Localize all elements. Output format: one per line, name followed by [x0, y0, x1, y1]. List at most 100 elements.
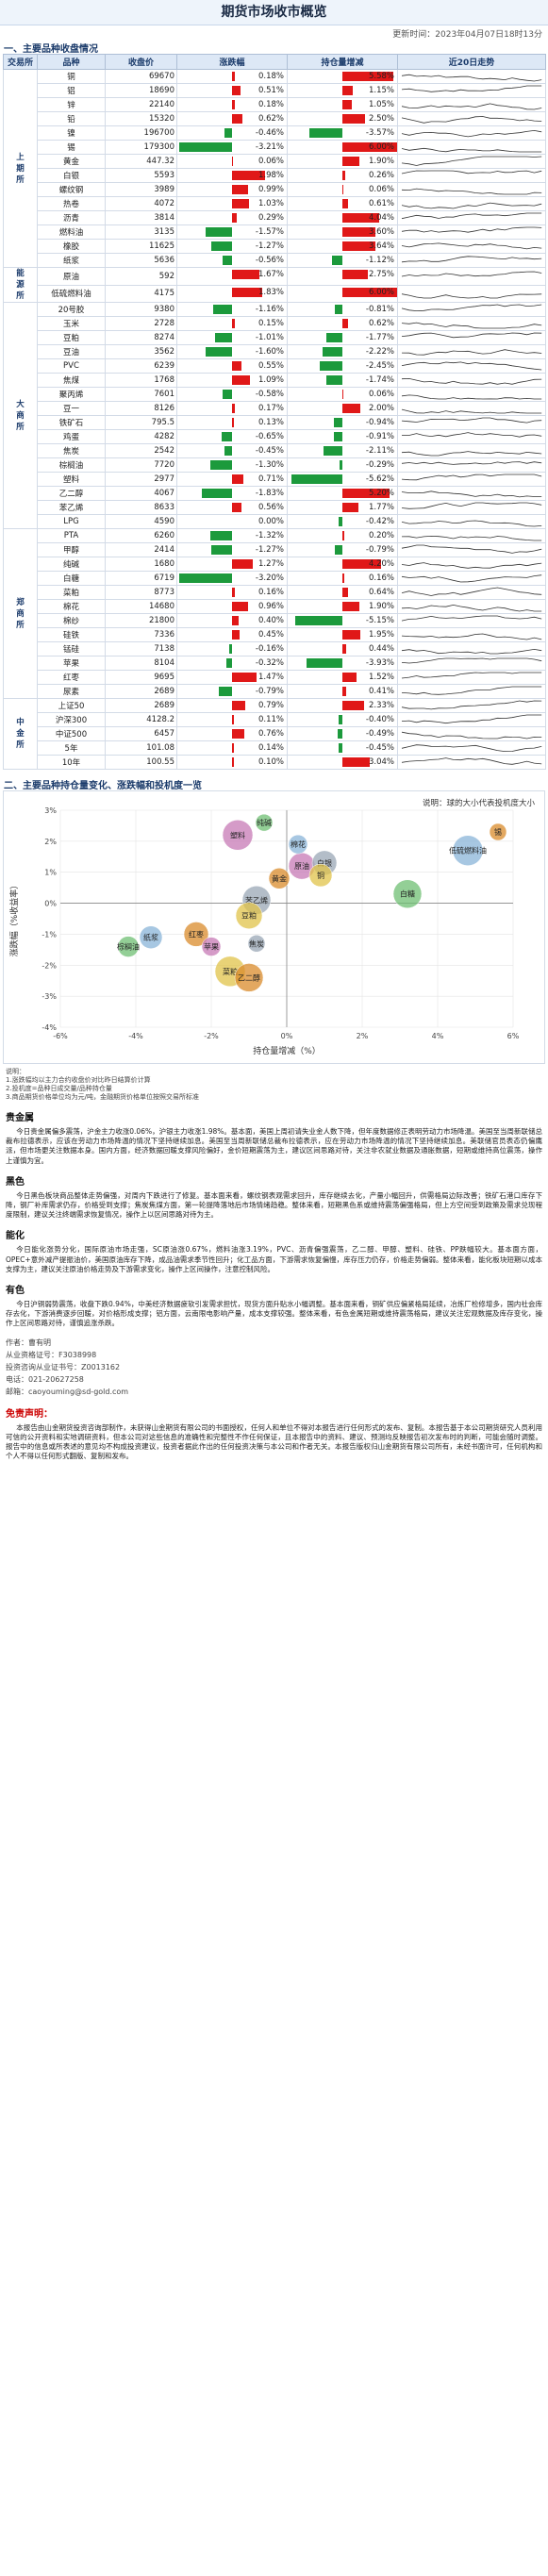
bar-value: 2.50% [368, 114, 394, 124]
quote-row[interactable]: 大 商 所 20号胶 9380 -1.16% -0.81% [3, 302, 546, 529]
trend-cell [397, 585, 546, 600]
quote-row[interactable]: 中证500 6457 0.76% -0.49% [4, 726, 546, 741]
bar-cell: 0.06% [287, 387, 398, 402]
bar-cell: -0.79% [287, 542, 398, 557]
quote-row[interactable]: 橡胶 11625 -1.27% 3.64% [4, 239, 546, 254]
product-name: 20号胶 [37, 302, 106, 317]
quote-row[interactable]: LPG 4590 0.00% -0.42% [4, 514, 546, 529]
bar-negative [333, 418, 342, 427]
trend-sparkline [401, 408, 542, 414]
quote-row[interactable]: 螺纹钢 3989 0.99% 0.06% [4, 182, 546, 197]
bar-cell: -1.57% [176, 224, 288, 240]
bubble [234, 963, 264, 992]
bar-value: -0.79% [365, 545, 394, 555]
quote-row[interactable]: 白银 5593 1.98% 0.26% [4, 168, 546, 183]
quote-row[interactable]: 焦煤 1768 1.09% -1.74% [4, 373, 546, 388]
quote-row[interactable]: 红枣 9695 1.47% 1.52% [4, 670, 546, 685]
author-email[interactable]: 邮箱：caoyouming@sd-gold.com [6, 1387, 129, 1396]
bar-positive [232, 86, 241, 95]
quote-row[interactable]: 锌 22140 0.18% 1.05% [4, 97, 546, 112]
trend-sparkline [401, 633, 542, 640]
trend-cell [397, 684, 546, 699]
quote-row[interactable]: 10年 100.55 0.10% 3.04% [4, 755, 546, 770]
bar-cell: 1.05% [287, 97, 398, 112]
quote-row[interactable]: 豆一 8126 0.17% 2.00% [4, 401, 546, 416]
bar-cell: 0.17% [176, 401, 288, 416]
bar-cell: 2.75% [287, 267, 398, 286]
quote-row[interactable]: 能 源 所原油 592 1.67% 2.75% [3, 267, 546, 303]
quote-row[interactable]: 锡 179300 -3.21% 6.00% [4, 140, 546, 155]
quote-row[interactable]: 铝 18690 0.51% 1.15% [4, 83, 546, 98]
bubble-label: 棉花 [291, 839, 306, 849]
close-price: 69670 [105, 69, 177, 84]
quote-row[interactable]: 沪深300 4128.2 0.11% -0.40% [4, 712, 546, 727]
quote-row[interactable]: 燃料油 3135 -1.57% 3.60% [4, 224, 546, 240]
bar-positive [342, 588, 349, 597]
quote-row[interactable]: 镍 196700 -0.46% -3.57% [4, 125, 546, 141]
trend-cell [397, 457, 546, 473]
quote-row[interactable]: 锰硅 7138 -0.16% 0.44% [4, 641, 546, 656]
bar-value: 4.20% [368, 559, 394, 569]
quote-row[interactable]: 苹果 8104 -0.32% -3.93% [4, 656, 546, 671]
quote-row[interactable]: 鸡蛋 4282 -0.65% -0.91% [4, 429, 546, 444]
quote-row[interactable]: 铅 15320 0.62% 2.50% [4, 111, 546, 126]
product-name: 上证50 [37, 698, 106, 713]
quote-row[interactable]: 棕榈油 7720 -1.30% -0.29% [4, 457, 546, 473]
bar-positive [232, 404, 235, 413]
quote-row[interactable]: 纸浆 5636 -0.56% -1.12% [4, 253, 546, 268]
close-price: 15320 [105, 111, 177, 126]
bubble-label: 黄金 [272, 873, 287, 883]
y-tick-label: 3% [44, 806, 57, 815]
product-name: LPG [37, 514, 106, 529]
quote-row[interactable]: 上 期 所铜 69670 0.18% 5.58% [3, 69, 546, 268]
quote-row[interactable]: 沥青 3814 0.29% 4.04% [4, 210, 546, 225]
bar-value: 5.58% [368, 72, 394, 81]
bar-value: 0.11% [257, 715, 284, 724]
bubble [222, 820, 254, 851]
quote-row[interactable]: 棉花 14680 0.96% 1.90% [4, 599, 546, 614]
quote-row[interactable]: 铁矿石 795.5 0.13% -0.94% [4, 415, 546, 430]
quote-row[interactable]: 低硫燃料油 4175 1.83% 6.00% [4, 284, 546, 303]
quote-row[interactable]: PVC 6239 0.55% -2.45% [4, 358, 546, 374]
bubble [183, 922, 209, 947]
quote-row[interactable]: 中 金 所上证50 2689 0.79% 2.33% [3, 698, 546, 770]
bar-cell: -1.27% [176, 239, 288, 254]
trend-sparkline [401, 156, 542, 166]
quote-row[interactable]: 塑料 2977 0.71% -5.62% [4, 472, 546, 487]
quote-row[interactable]: 豆油 3562 -1.60% -2.22% [4, 344, 546, 359]
quote-row[interactable]: 甲醇 2414 -1.27% -0.79% [4, 542, 546, 557]
quote-row[interactable]: 郑 商 所 PTA 6260 -1.32% 0.20% [3, 528, 546, 699]
bar-cell: 0.26% [287, 168, 398, 183]
quote-row[interactable]: 热卷 4072 1.03% 0.61% [4, 196, 546, 211]
bar-value: 0.18% [257, 100, 284, 109]
y-tick-label: -2% [42, 961, 57, 970]
bar-value: 0.06% [368, 185, 394, 194]
quote-row[interactable]: 豆粕 8274 -1.01% -1.77% [4, 330, 546, 345]
quote-row[interactable]: 乙二醇 4067 -1.83% 5.20% [4, 486, 546, 501]
quote-row[interactable]: 硅铁 7336 0.45% 1.95% [4, 627, 546, 642]
quote-row[interactable]: 菜粕 8773 0.16% 0.64% [4, 585, 546, 600]
quote-row[interactable]: 玉米 2728 0.15% 0.62% [4, 316, 546, 331]
bar-cell: -0.42% [287, 514, 398, 529]
quote-row[interactable]: 纯碱 1680 1.27% 4.20% [4, 557, 546, 572]
product-name: 红枣 [37, 670, 106, 685]
bar-positive [342, 573, 344, 583]
trend-cell [397, 429, 546, 444]
bar-value: 1.98% [257, 171, 284, 180]
quote-row[interactable]: 5年 101.08 0.14% -0.45% [4, 740, 546, 756]
bar-positive [232, 114, 242, 124]
quote-row[interactable]: 棉纱 21800 0.40% -5.15% [4, 613, 546, 628]
quote-row[interactable]: 焦炭 2542 -0.45% -2.11% [4, 443, 546, 458]
close-price: 8104 [105, 656, 177, 671]
quote-row[interactable]: 苯乙烯 8633 0.56% 1.77% [4, 500, 546, 515]
cat-heading: 有色 [6, 1286, 25, 1297]
quote-row[interactable]: 白糖 6719 -3.20% 0.16% [4, 571, 546, 586]
quote-row[interactable]: 聚丙烯 7601 -0.58% 0.06% [4, 387, 546, 402]
quote-row[interactable]: 尿素 2689 -0.79% 0.41% [4, 684, 546, 699]
bar-cell: -0.49% [287, 726, 398, 741]
bar-cell: 0.62% [287, 316, 398, 331]
bar-value: 1.05% [368, 100, 394, 109]
cat-paragraph: 今日能化涨势分化，国际原油市场走强，SC原油涨0.67%，燃料油涨3.19%，P… [6, 1245, 542, 1273]
close-price: 11625 [105, 239, 177, 254]
quote-row[interactable]: 黄金 447.32 0.06% 1.90% [4, 154, 546, 169]
